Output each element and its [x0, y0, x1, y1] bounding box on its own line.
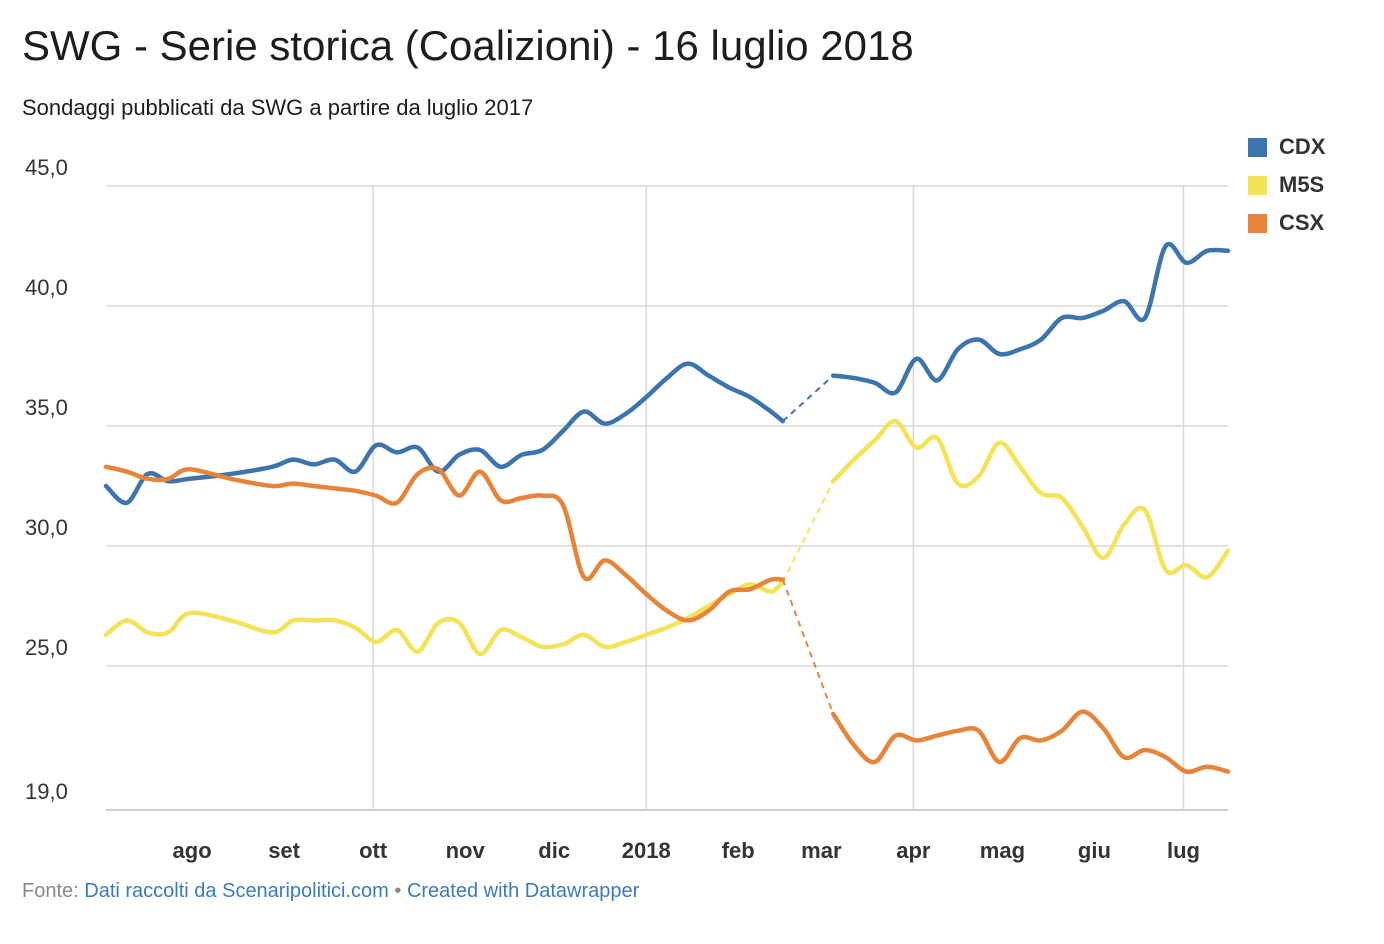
x-tick-label: mar [801, 838, 842, 863]
series-gap-csx [781, 579, 835, 715]
x-tick-label: ott [359, 838, 388, 863]
y-tick-label: 35,0 [25, 395, 68, 420]
x-tick-label: ago [173, 838, 212, 863]
x-tick-label: feb [722, 838, 755, 863]
y-tick-label: 19,0 [25, 779, 68, 804]
legend: CDX M5S CSX [1248, 128, 1325, 242]
x-tick-label: set [268, 838, 300, 863]
source-link[interactable]: Dati raccolti da Scenaripolitici.com [84, 880, 389, 902]
datawrapper-credit-link[interactable]: Created with Datawrapper [406, 880, 640, 902]
footer-prefix: Fonte: [22, 880, 85, 902]
y-tick-label: 45,0 [25, 155, 68, 180]
legend-label: CDX [1279, 134, 1326, 159]
x-tick-label: giu [1078, 838, 1111, 863]
series-gap-m5s [781, 480, 835, 583]
y-tick-label: 40,0 [25, 275, 68, 300]
x-tick-label: apr [896, 838, 931, 863]
legend-item-csx: CSX [1248, 204, 1325, 242]
series-line-m5s [830, 418, 1231, 580]
legend-swatch [1248, 137, 1267, 157]
series-line-csx [830, 709, 1231, 775]
y-tick-label: 30,0 [25, 515, 68, 540]
footer-separator: • [388, 880, 407, 902]
axis-layer: 45,0 40,0 35,0 30,0 25,0 19,0 ago set ott nov dic 2… [25, 155, 1200, 863]
legend-item-cdx: CDX [1248, 128, 1325, 166]
x-tick-label: dic [538, 838, 570, 863]
series-gap-cdx [782, 374, 834, 422]
legend-item-m5s: M5S [1248, 166, 1325, 204]
x-tick-label: nov [446, 838, 486, 863]
chart-subtitle: Sondaggi pubblicati da SWG a partire da … [22, 95, 534, 120]
series-line-cdx [830, 241, 1231, 396]
x-tick-label: lug [1167, 838, 1200, 863]
legend-label: CSX [1279, 210, 1325, 235]
legend-label: M5S [1279, 172, 1325, 197]
chart-title: SWG - Serie storica (Coalizioni) - 16 lu… [22, 22, 914, 69]
x-tick-label: 2018 [622, 838, 671, 863]
footer: Fonte: Dati raccolti da Scenaripolitici.… [22, 880, 639, 903]
series-line-cdx [103, 361, 786, 506]
series-line-csx [103, 464, 786, 623]
grid-layer [106, 185, 1228, 811]
y-tick-label: 25,0 [25, 635, 68, 660]
series-layer [103, 241, 1231, 775]
x-tick-label: mag [980, 838, 1025, 863]
legend-swatch [1248, 175, 1267, 195]
legend-swatch [1248, 213, 1267, 233]
